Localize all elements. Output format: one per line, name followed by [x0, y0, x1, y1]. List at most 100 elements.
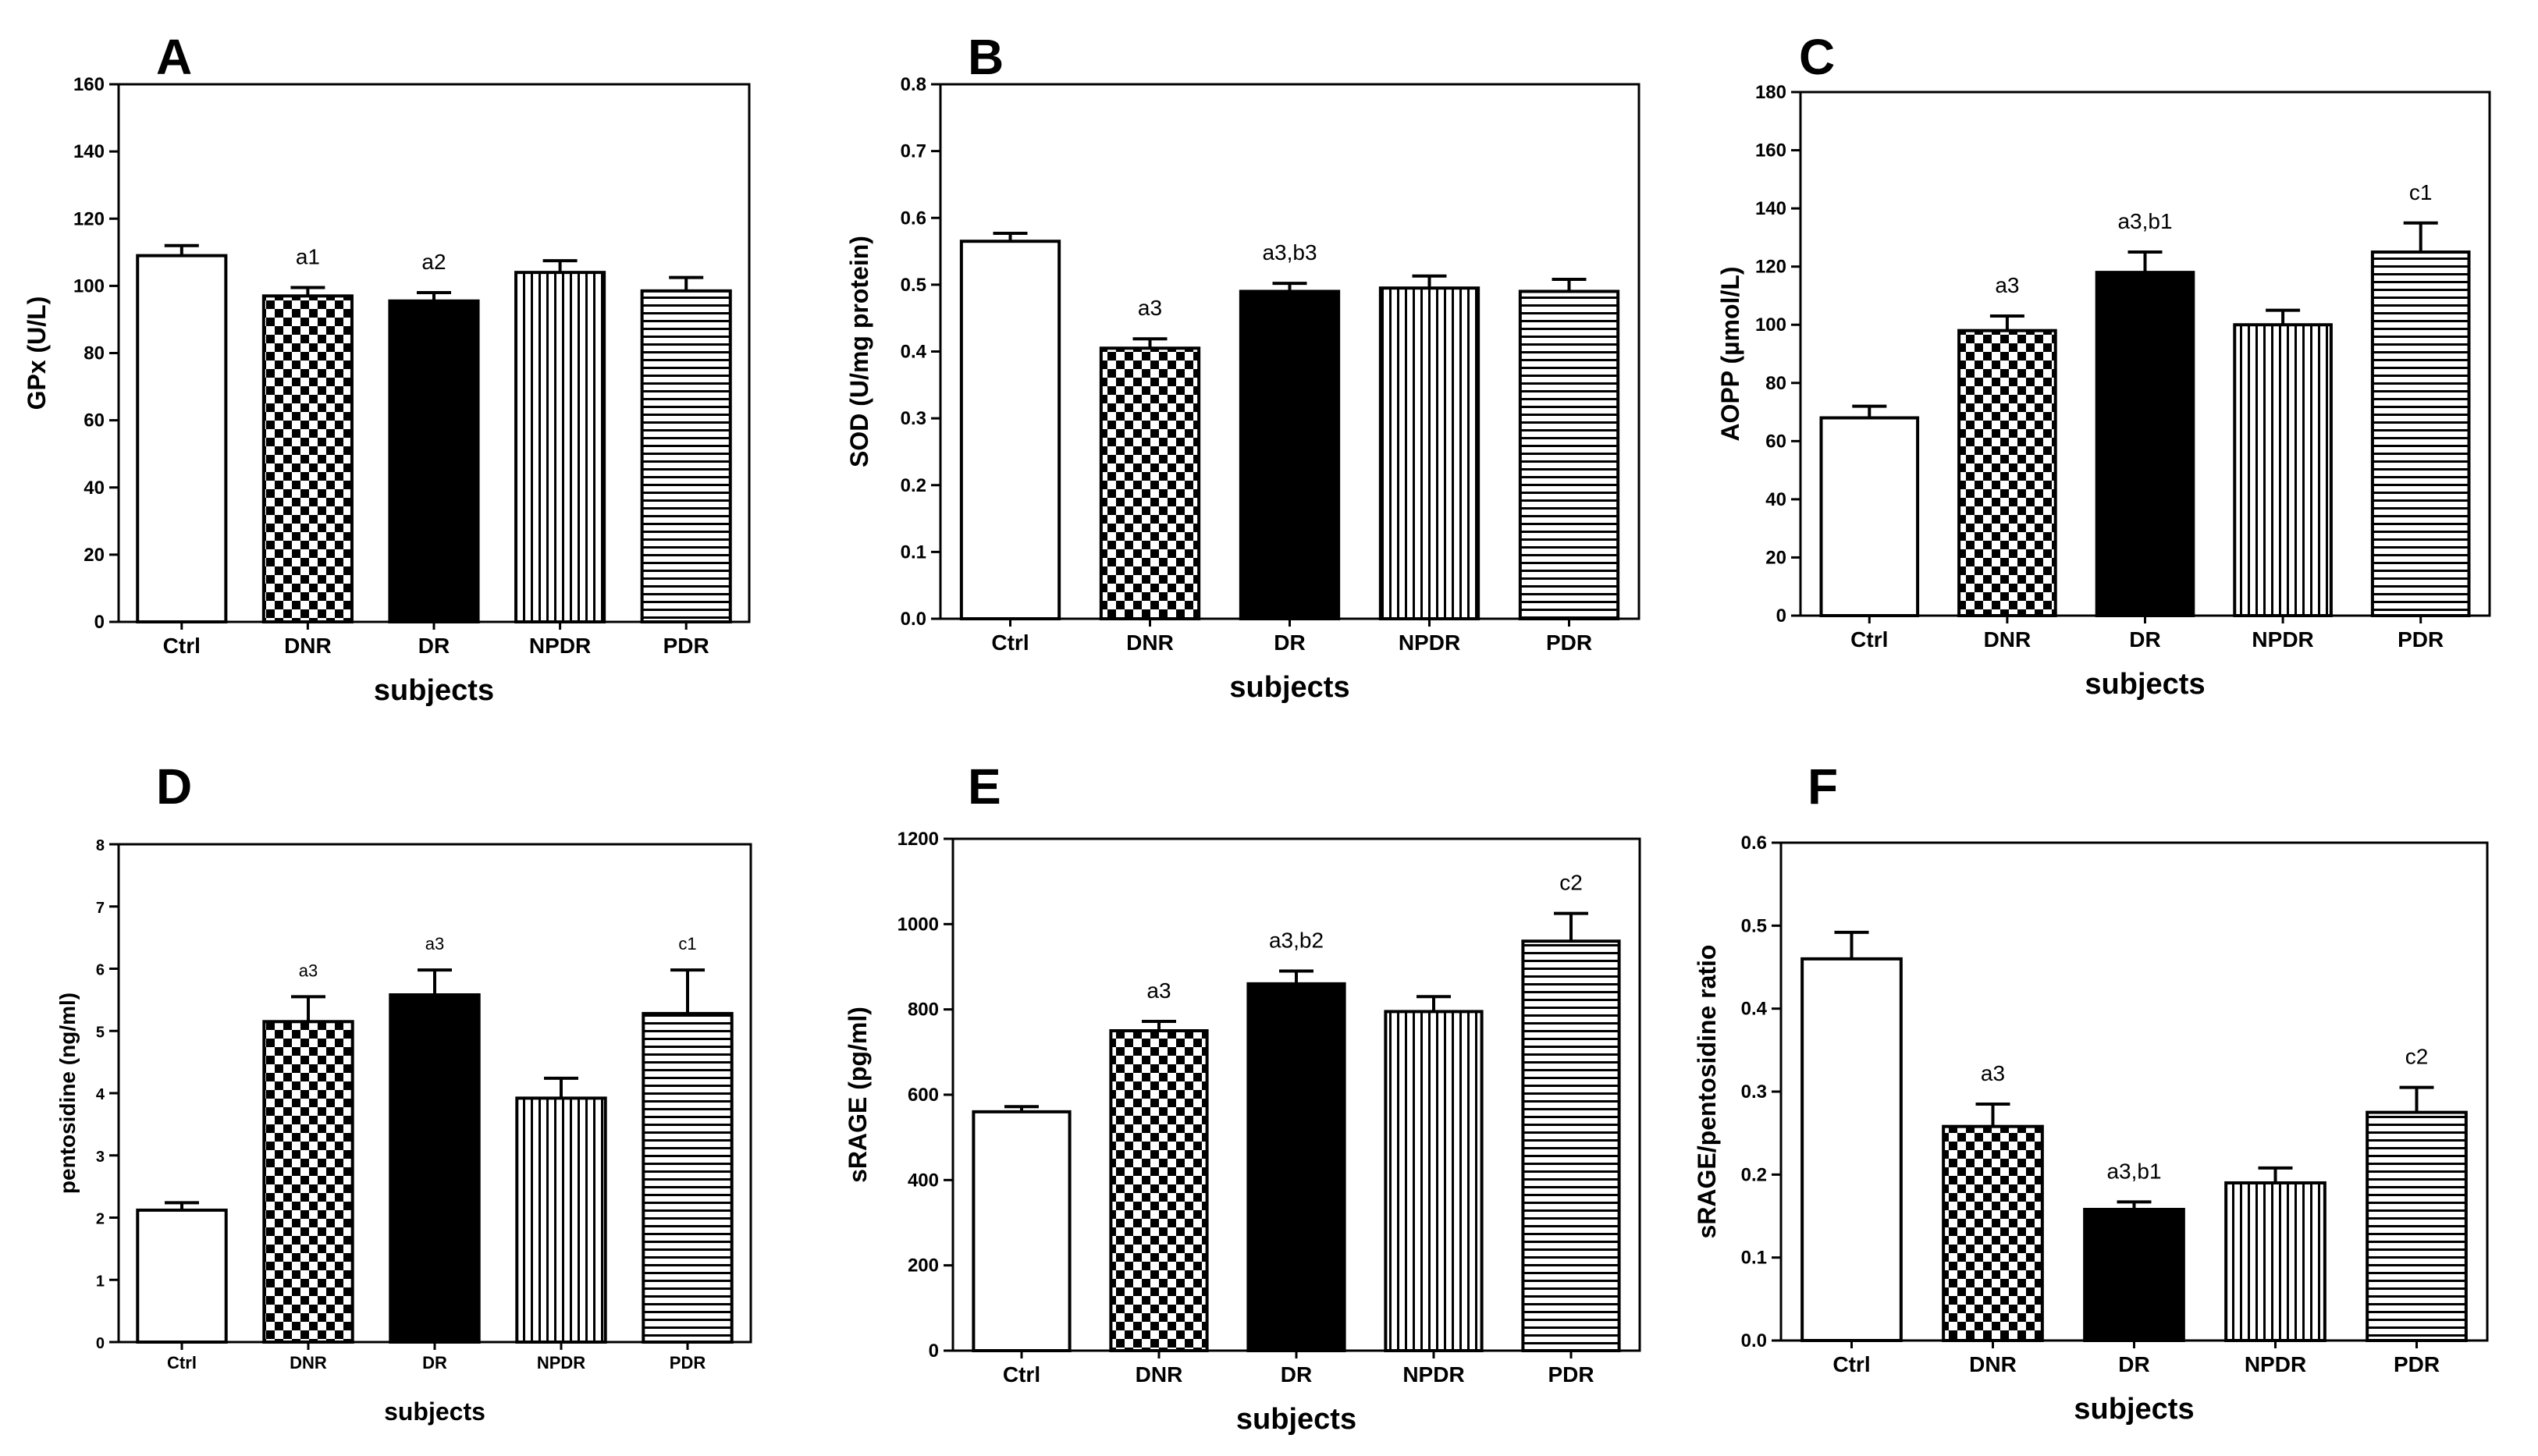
- x-tick-label: Ctrl: [167, 1353, 197, 1373]
- y-tick-label: 120: [1755, 257, 1786, 278]
- bar-ctrl: [1800, 957, 1903, 1343]
- x-tick-label: DR: [1281, 1362, 1312, 1387]
- bar-ctrl: [136, 254, 228, 623]
- bar-dnr: [261, 294, 354, 623]
- x-tick-label: DNR: [284, 634, 332, 658]
- y-tick-label: 0.6: [901, 208, 926, 229]
- y-axis-label: SOD (U/mg protein): [845, 236, 873, 467]
- x-tick-label: Ctrl: [1850, 627, 1888, 652]
- x-tick-label: NPDR: [529, 634, 591, 658]
- x-tick-label: PDR: [1548, 1362, 1594, 1387]
- bar-ctrl: [136, 1208, 228, 1344]
- y-tick-label: 600: [908, 1085, 939, 1106]
- x-tick-label: NPDR: [2245, 1352, 2306, 1376]
- significance-label: a3: [1138, 296, 1162, 320]
- y-tick-label: 120: [73, 208, 105, 229]
- x-axis-label: subjects: [384, 1397, 485, 1426]
- y-tick-label: 160: [73, 74, 105, 95]
- significance-label: c2: [1559, 871, 1583, 895]
- x-tick-label: DR: [418, 634, 450, 658]
- chart-panel-c: C 0 20 40 60 80 100 120 140 160 180 Ctrl DNR a3 DR a3,b…: [1716, 29, 2491, 701]
- bar-dnr: [262, 1020, 354, 1344]
- chart-panel-b: B 0.0 0.1 0.2 0.3 0.4 0.5 0.6 0.7 0.8 Ctrl DNR a3 DR a…: [845, 29, 1640, 704]
- x-tick-label: DR: [1274, 630, 1305, 655]
- bar-ctrl: [1819, 416, 1920, 617]
- x-tick-label: DR: [2129, 627, 2160, 652]
- bar-npdr: [2224, 1181, 2326, 1343]
- y-tick-label: 0.6: [1741, 833, 1767, 854]
- significance-label: a3,b1: [2106, 1159, 2161, 1183]
- x-tick-label: NPDR: [537, 1353, 585, 1373]
- significance-label: c1: [2409, 180, 2433, 204]
- x-tick-label: Ctrl: [163, 634, 201, 658]
- bar-pdr: [640, 289, 732, 623]
- significance-label: a3: [1995, 273, 2019, 297]
- significance-label: a1: [296, 245, 320, 269]
- bar-npdr: [1384, 1010, 1484, 1353]
- significance-label: a3: [1146, 978, 1171, 1003]
- bar-pdr: [2366, 1110, 2468, 1343]
- bar-dr: [2083, 1207, 2185, 1342]
- x-tick-label: DNR: [1126, 630, 1174, 655]
- bar-dr: [388, 299, 480, 623]
- y-tick-label: 0.2: [1741, 1164, 1767, 1185]
- y-tick-label: 800: [908, 1000, 939, 1021]
- bar-pdr: [1518, 289, 1620, 620]
- significance-label: a3: [1981, 1061, 2005, 1085]
- x-axis-label: subjects: [1229, 671, 1349, 704]
- y-tick-label: 0: [96, 1335, 105, 1352]
- y-tick-label: 0: [929, 1341, 939, 1362]
- y-tick-label: 0.8: [901, 74, 926, 95]
- x-axis-label: subjects: [2074, 1393, 2194, 1426]
- y-tick-label: 5: [96, 1024, 105, 1041]
- y-tick-label: 0.4: [1741, 999, 1768, 1020]
- bar-dnr: [1109, 1029, 1209, 1352]
- bar-dnr: [1099, 346, 1201, 620]
- bar-dnr: [1942, 1124, 2044, 1343]
- panel-letter: E: [968, 758, 1001, 815]
- x-tick-label: NPDR: [2252, 627, 2313, 652]
- y-tick-label: 100: [73, 275, 105, 297]
- y-tick-label: 100: [1755, 314, 1786, 336]
- y-tick-label: 20: [84, 545, 105, 566]
- y-axis-label: pentosidine (ng/ml): [55, 993, 80, 1194]
- bar-npdr: [514, 271, 606, 623]
- x-tick-label: DNR: [1984, 627, 2031, 652]
- significance-label: c2: [2405, 1045, 2429, 1069]
- y-tick-label: 1: [96, 1273, 105, 1290]
- y-axis-label: GPx (U/L): [23, 297, 51, 410]
- y-tick-label: 8: [96, 837, 105, 854]
- y-tick-label: 80: [84, 343, 105, 364]
- y-tick-label: 20: [1765, 547, 1786, 568]
- x-tick-label: DNR: [1136, 1362, 1183, 1387]
- x-tick-label: PDR: [1546, 630, 1592, 655]
- bar-dr: [1246, 982, 1346, 1353]
- y-tick-label: 60: [1765, 431, 1786, 452]
- bar-dnr: [1957, 328, 2057, 617]
- panel-letter: C: [1799, 29, 1835, 85]
- y-tick-label: 0.3: [1741, 1081, 1767, 1103]
- x-tick-label: PDR: [2398, 627, 2444, 652]
- y-axis-label: sRAGE (pg/ml): [844, 1007, 872, 1183]
- y-tick-label: 0: [94, 612, 105, 633]
- y-tick-label: 0.2: [901, 475, 926, 496]
- y-tick-label: 2: [96, 1211, 105, 1228]
- significance-label: a3,b2: [1269, 928, 1324, 952]
- bar-dr: [1239, 289, 1341, 620]
- chart-panel-e: E 0 200 400 600 800 1000 1200 Ctrl DNR a3 DR a3,b2 NP…: [844, 758, 1641, 1436]
- y-tick-label: 1000: [898, 914, 939, 935]
- x-tick-label: PDR: [670, 1353, 706, 1373]
- bar-dr: [389, 993, 481, 1344]
- y-tick-label: 0.4: [901, 342, 927, 363]
- significance-label: a3,b1: [2117, 209, 2172, 233]
- x-axis-label: subjects: [1236, 1403, 1356, 1436]
- x-tick-label: DNR: [1969, 1352, 2017, 1376]
- significance-label: a3,b3: [1262, 240, 1317, 265]
- y-tick-label: 40: [84, 478, 105, 499]
- y-tick-label: 0.7: [901, 141, 926, 162]
- x-tick-label: Ctrl: [1832, 1352, 1870, 1376]
- bar-ctrl: [972, 1110, 1072, 1353]
- significance-label: c1: [678, 934, 696, 954]
